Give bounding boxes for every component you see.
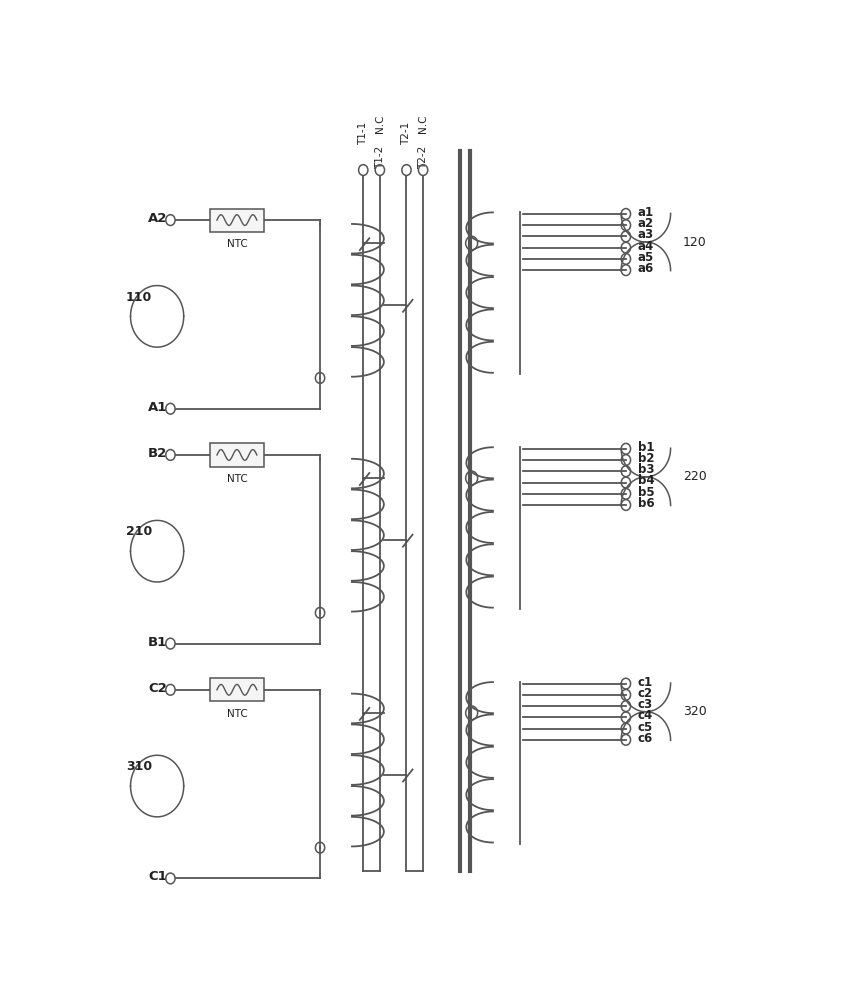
Text: B1: B1 bbox=[148, 636, 167, 649]
Text: T1-2: T1-2 bbox=[375, 145, 385, 169]
Text: N.C: N.C bbox=[418, 115, 428, 133]
Text: C1: C1 bbox=[148, 870, 167, 883]
Bar bbox=[210, 209, 263, 232]
Text: 220: 220 bbox=[683, 470, 707, 483]
Text: T2-2: T2-2 bbox=[418, 145, 428, 169]
Text: c5: c5 bbox=[637, 721, 653, 734]
Text: b5: b5 bbox=[637, 486, 655, 499]
Text: c2: c2 bbox=[637, 687, 653, 700]
Text: NTC: NTC bbox=[227, 474, 247, 484]
Text: a1: a1 bbox=[637, 206, 654, 219]
Text: T1-1: T1-1 bbox=[359, 122, 368, 145]
Text: A1: A1 bbox=[148, 401, 167, 414]
Text: B2: B2 bbox=[148, 447, 167, 460]
Text: c6: c6 bbox=[637, 732, 653, 745]
Text: c3: c3 bbox=[637, 698, 653, 711]
Text: a3: a3 bbox=[637, 228, 654, 241]
Text: NTC: NTC bbox=[227, 239, 247, 249]
Text: b4: b4 bbox=[637, 474, 655, 487]
Text: 210: 210 bbox=[126, 525, 152, 538]
Text: c1: c1 bbox=[637, 676, 653, 689]
Bar bbox=[210, 443, 263, 467]
Text: 310: 310 bbox=[126, 760, 152, 773]
Text: T2-1: T2-1 bbox=[402, 122, 412, 145]
Bar bbox=[210, 678, 263, 701]
Text: NTC: NTC bbox=[227, 709, 247, 719]
Text: 320: 320 bbox=[683, 705, 707, 718]
Text: a6: a6 bbox=[637, 262, 654, 275]
Text: b1: b1 bbox=[637, 441, 655, 454]
Text: 110: 110 bbox=[126, 291, 152, 304]
Text: b6: b6 bbox=[637, 497, 655, 510]
Text: b2: b2 bbox=[637, 452, 655, 465]
Text: A2: A2 bbox=[148, 212, 167, 225]
Text: a2: a2 bbox=[637, 217, 654, 230]
Text: a4: a4 bbox=[637, 240, 654, 253]
Text: C2: C2 bbox=[148, 682, 167, 695]
Text: a5: a5 bbox=[637, 251, 654, 264]
Text: 120: 120 bbox=[683, 236, 707, 249]
Text: b3: b3 bbox=[637, 463, 655, 476]
Text: c4: c4 bbox=[637, 709, 653, 722]
Text: N.C: N.C bbox=[375, 115, 385, 133]
